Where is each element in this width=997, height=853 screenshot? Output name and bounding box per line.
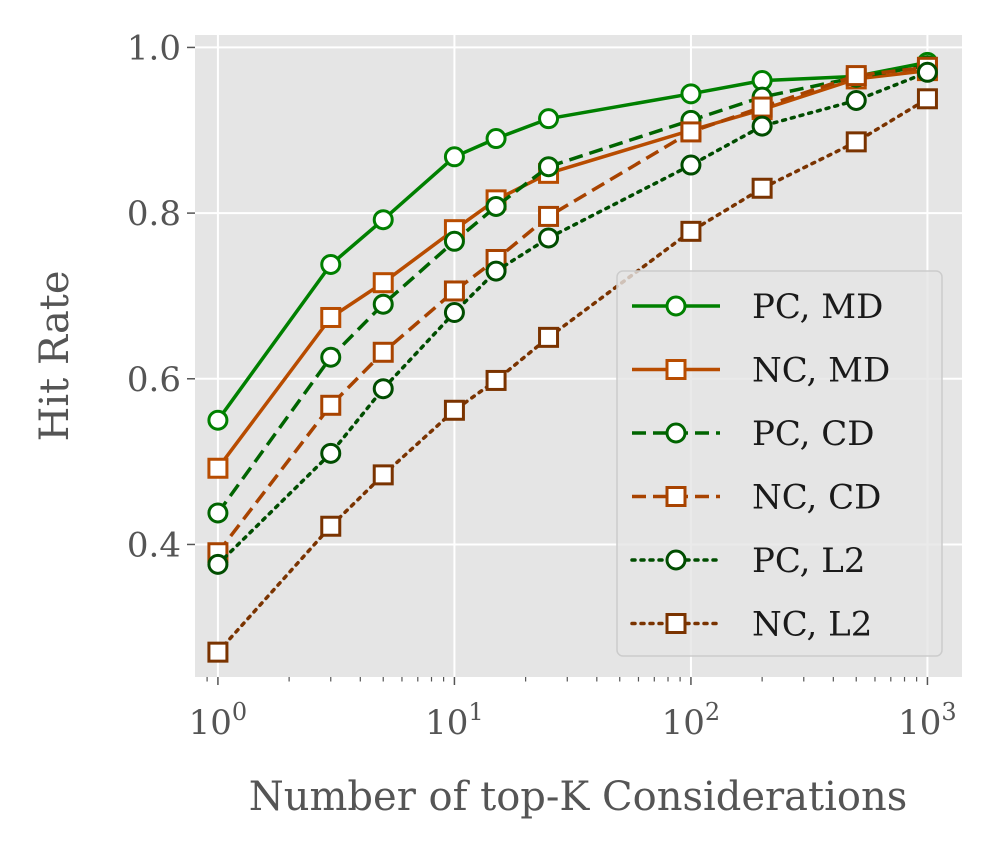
data-point [207,409,229,431]
data-point [443,230,465,252]
legend-marker [665,359,687,380]
legend-entry: PC, MD [632,287,883,327]
legend-entry: NC, MD [632,351,890,391]
series-line [216,60,928,422]
x-tick-base: 10 [662,703,705,743]
legend-label: PC, MD [752,287,883,327]
legend-entry: NC, CD [632,478,881,518]
data-point [443,399,465,421]
data-point [845,65,867,87]
x-tick-label: 101 [425,698,484,743]
data-point [751,177,773,199]
series-nc-l2 [207,88,938,663]
legend-label: PC, CD [752,414,875,454]
y-tick-label: 0.4 [127,525,181,565]
series-pc-l2 [207,61,938,575]
data-point [320,306,342,328]
legend-label: NC, CD [752,478,881,518]
data-point [207,553,229,575]
data-point [751,96,773,118]
data-point [485,128,507,150]
legend-entry: PC, L2 [630,541,866,581]
data-point [320,442,342,464]
legend-marker [665,549,687,571]
y-tick-label: 0.6 [127,360,181,400]
x-tick-label: 103 [898,698,957,743]
x-tick-exponent: 1 [468,698,483,726]
x-tick-label: 102 [662,698,721,743]
legend-marker [665,422,687,444]
data-point [485,260,507,282]
legend-label: NC, L2 [752,605,872,645]
data-point [538,227,560,249]
x-tick-label: 100 [189,698,248,743]
legend-entry: PC, CD [632,414,875,454]
x-tick-base: 10 [898,703,941,743]
data-point [207,641,229,663]
data-point [372,341,394,363]
data-point [916,61,938,83]
data-point [372,209,394,231]
legend-label: NC, MD [752,351,890,391]
x-tick-base: 10 [189,703,232,743]
y-axis-title: Hit Rate [32,270,78,441]
data-point [680,220,702,242]
legend-marker [665,295,687,317]
data-point [372,272,394,294]
series-line [216,97,930,654]
y-tick-label: 1.0 [127,28,181,68]
series-line [216,65,928,554]
data-point [916,88,938,110]
legend-entry: NC, L2 [630,605,872,645]
data-point [372,293,394,315]
legend-label: PC, L2 [752,541,866,581]
x-tick-exponent: 0 [232,698,247,726]
data-point [680,154,702,176]
data-point [538,326,560,348]
x-tick-base: 10 [425,703,468,743]
data-point [372,378,394,400]
data-point [320,346,342,368]
data-point [680,121,702,143]
data-point [443,302,465,324]
legend: PC, MD NC, MD PC, CD NC, CD PC, L2 NC, L2 [616,270,943,657]
data-point [485,369,507,391]
legend-marker [665,486,687,507]
data-point [320,394,342,416]
x-tick-exponent: 3 [941,698,956,726]
data-series [207,51,938,663]
data-point [207,457,229,479]
data-point [538,205,560,227]
data-point [538,108,560,130]
data-point [538,156,560,178]
data-point [845,89,867,111]
legend-frame [616,270,943,657]
data-point [372,464,394,486]
legend-marker [665,613,687,634]
series-line [216,63,928,515]
data-point [680,83,702,105]
data-point [845,131,867,153]
data-point [207,502,229,524]
data-point [443,146,465,168]
data-point [751,115,773,137]
series-line [216,70,930,567]
y-tick-label: 0.8 [127,194,181,234]
data-point [443,280,465,302]
data-point [485,195,507,217]
data-point [320,515,342,537]
x-tick-exponent: 2 [705,698,720,726]
data-point [320,253,342,275]
x-axis-title: Number of top-K Considerations [249,774,908,820]
